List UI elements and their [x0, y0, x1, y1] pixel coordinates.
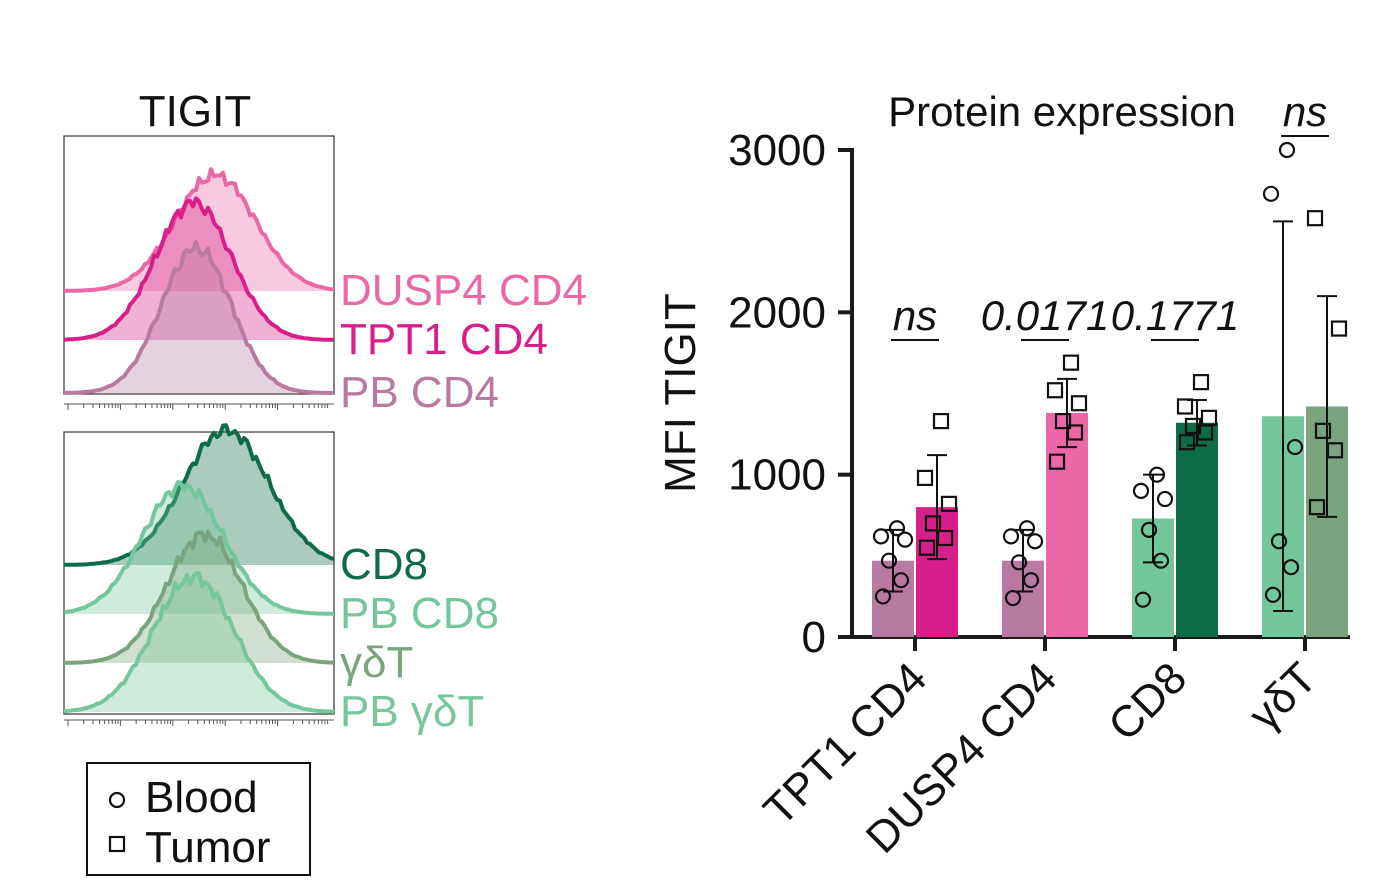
point-dusp4-cd4-tumor: [1046, 382, 1064, 399]
point-tpt1-cd4-tumor: [932, 412, 950, 430]
point-dusp4-cd4-tumor: [1048, 453, 1066, 470]
point-tpt1-cd4-blood: [874, 588, 892, 605]
point-t-blood: [1278, 141, 1296, 159]
point-cd8-blood: [1132, 482, 1150, 499]
point-cd8-blood: [1156, 490, 1174, 508]
pvalue-t: ns: [1283, 88, 1327, 135]
pvalue-tpt1-cd4: ns: [893, 292, 937, 339]
legend-tumor-icon: [108, 835, 126, 853]
legend: Blood Tumor: [86, 762, 311, 876]
histogram-fill-pb-cd8: [64, 482, 334, 614]
point-t-tumor: [1326, 442, 1344, 459]
point-dusp4-cd4-blood: [1022, 572, 1040, 589]
point-tpt1-cd4-tumor: [924, 515, 942, 532]
legend-tumor-label: Tumor: [145, 823, 271, 872]
histogram-fill-pb-t: [64, 573, 334, 712]
histogram-label-pb-cd8: PB CD8: [340, 589, 499, 638]
point-tpt1-cd4-tumor: [940, 495, 958, 512]
histogram-line-pb-t: [63, 571, 335, 714]
point-tpt1-cd4-blood: [892, 572, 910, 589]
legend-box: [86, 762, 311, 876]
point-dusp4-cd4-blood: [1010, 554, 1028, 571]
bar-chart-title: Protein expression: [888, 88, 1236, 135]
histogram-fill-pb-cd4: [64, 242, 334, 393]
histogram-x-axis-cd4: [64, 403, 334, 410]
point-dusp4-cd4-blood: [1018, 520, 1036, 537]
point-t-tumor: [1314, 422, 1332, 439]
point-cd8-blood: [1134, 591, 1152, 608]
point-tpt1-cd4-blood: [872, 528, 890, 545]
point-dusp4-cd4-tumor: [1054, 412, 1072, 430]
histogram-line-dusp4-cd4: [63, 167, 335, 293]
histogram-line-pb-cd8: [63, 480, 335, 616]
histogram-line-pb-cd4: [63, 240, 334, 395]
point-dusp4-cd4-blood: [1002, 528, 1020, 545]
histogram-panel-cd8-frame: [63, 431, 335, 715]
histogram-label-cd8: CD8: [340, 540, 428, 589]
point-cd8-tumor: [1192, 374, 1210, 391]
point-cd8-tumor: [1176, 398, 1194, 415]
histogram-line-cd8: [63, 423, 335, 567]
histogram-label-pb-cd4: PB CD4: [340, 368, 499, 417]
pvalue-cd8: 0.1771: [1111, 292, 1239, 339]
histogram-label-pb-t: PB γδT: [340, 687, 484, 736]
histogram-line-t: [63, 529, 335, 665]
point-cd8-blood: [1148, 466, 1166, 483]
point-dusp4-cd4-blood: [1004, 589, 1022, 607]
y-tick-label: 1000: [728, 451, 826, 500]
histogram-title: TIGIT: [139, 87, 251, 136]
point-t-blood: [1262, 185, 1280, 202]
point-tpt1-cd4-tumor: [916, 469, 934, 487]
point-tpt1-cd4-blood: [896, 531, 914, 548]
point-t-blood: [1270, 533, 1288, 550]
point-t-tumor: [1308, 499, 1326, 516]
pvalue-dusp4-cd4: 0.0171: [981, 292, 1109, 339]
point-tpt1-cd4-blood: [888, 520, 906, 537]
histogram-panel-cd4-frame: [63, 135, 335, 395]
point-dusp4-cd4-blood: [1026, 533, 1044, 550]
point-tpt1-cd4-tumor: [918, 539, 936, 556]
point-t-tumor: [1330, 320, 1348, 337]
histogram-line-tpt1-cd4: [63, 196, 335, 342]
y-axis-label: MFI TIGIT: [656, 293, 705, 493]
histogram-x-axis-cd8: [64, 719, 334, 726]
point-dusp4-cd4-tumor: [1062, 354, 1080, 371]
point-dusp4-cd4-tumor: [1066, 424, 1084, 441]
y-tick-label: 2000: [728, 288, 826, 337]
point-tpt1-cd4-blood: [880, 552, 898, 569]
point-t-tumor: [1306, 210, 1324, 227]
point-cd8-blood: [1140, 521, 1158, 538]
histogram-label-t: γδT: [340, 638, 413, 687]
y-tick-label: 3000: [728, 126, 826, 175]
point-cd8-blood: [1152, 552, 1170, 569]
histogram-label-tpt1-cd4: TPT1 CD4: [340, 315, 548, 364]
point-tpt1-cd4-tumor: [936, 529, 954, 547]
legend-blood-icon: [108, 791, 126, 809]
point-cd8-tumor: [1184, 417, 1202, 435]
histogram-label-dusp4-cd4: DUSP4 CD4: [340, 266, 587, 315]
y-tick-label: 0: [802, 613, 826, 662]
x-tick-label-t: γδT: [1240, 653, 1327, 740]
point-dusp4-cd4-tumor: [1070, 395, 1088, 412]
legend-blood-label: Blood: [145, 773, 258, 822]
point-t-blood: [1264, 586, 1282, 603]
x-tick-label-cd8: CD8: [1099, 653, 1196, 750]
point-t-blood: [1286, 438, 1304, 456]
histogram-fill-dusp4-cd4: [64, 169, 334, 291]
bar-cd8-tumor: [1176, 422, 1218, 637]
point-t-blood: [1282, 559, 1300, 576]
point-cd8-tumor: [1200, 409, 1218, 426]
bar-dusp4-cd4-tumor: [1046, 412, 1088, 637]
point-cd8-tumor: [1178, 434, 1196, 451]
